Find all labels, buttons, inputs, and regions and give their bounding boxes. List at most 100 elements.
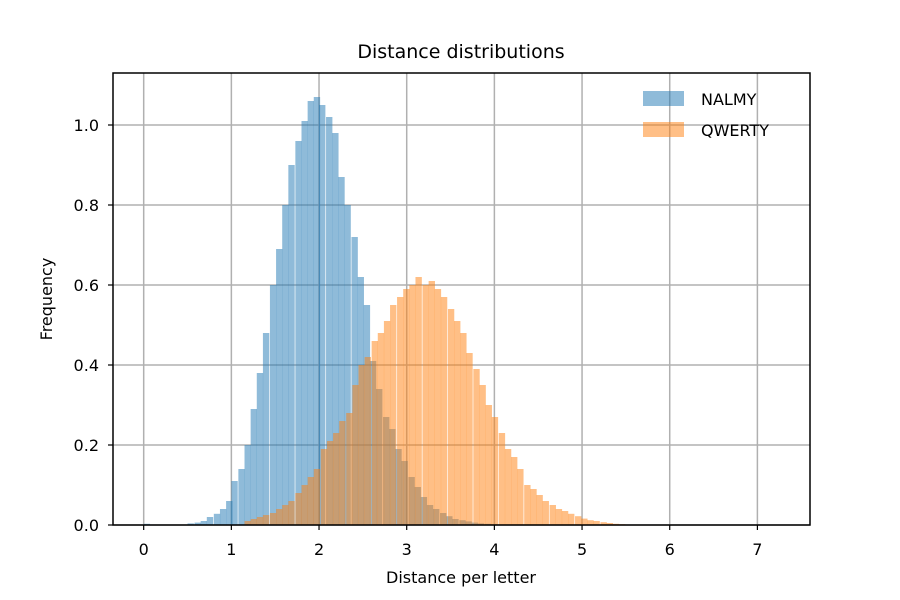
histogram-bar [244, 445, 251, 525]
histogram-bar [262, 515, 270, 525]
histogram-bar [364, 357, 371, 525]
histogram-bar [447, 309, 455, 525]
histogram-bar [333, 433, 340, 525]
histogram-bar [549, 505, 556, 525]
histogram-bar [269, 285, 277, 525]
histogram-bar [473, 369, 480, 525]
legend-label-qwerty: QWERTY [701, 121, 769, 140]
histogram-bar [256, 373, 264, 525]
histogram-bar [301, 121, 308, 525]
y-tick-label: 0.0 [74, 516, 99, 535]
histogram-bar [434, 289, 442, 525]
histogram-bar [326, 117, 333, 525]
histogram-bar [194, 522, 201, 525]
histogram-bar [371, 341, 378, 525]
axis-ticks: 0 1 2 3 4 5 6 7 0.0 0.2 0.4 0.6 0.8 1.0 [74, 116, 763, 559]
histogram-bar [517, 469, 524, 525]
histogram-bar [320, 449, 328, 525]
histogram-bar [338, 177, 345, 525]
histogram-bar [219, 509, 227, 525]
y-tick-label: 0.2 [74, 436, 99, 455]
histogram-bar [575, 516, 582, 525]
x-tick-label: 2 [314, 540, 324, 559]
histogram-bar [231, 481, 238, 525]
histogram-bar [269, 513, 277, 525]
histogram-bar [479, 385, 486, 525]
histogram-bar [485, 405, 492, 525]
histogram-bar [200, 521, 208, 525]
series-qwerty-bars [244, 277, 633, 525]
y-tick-label: 1.0 [74, 116, 99, 135]
histogram-bar [226, 501, 233, 525]
histogram-bar [587, 520, 594, 525]
histogram-bar [282, 205, 289, 525]
x-tick-label: 5 [577, 540, 587, 559]
histogram-bar [397, 297, 404, 525]
y-axis-label: Frequency [37, 258, 56, 341]
histogram-bar [555, 509, 563, 525]
y-tick-label: 0.6 [74, 276, 99, 295]
histogram-bar [352, 385, 359, 525]
histogram-bar [244, 521, 251, 525]
legend-swatch-qwerty [643, 122, 684, 137]
histogram-bar [307, 477, 314, 525]
histogram-bar [536, 495, 543, 525]
histogram-bar [377, 333, 385, 525]
histogram-bar [276, 249, 283, 525]
x-axis-label: Distance per letter [386, 568, 536, 587]
x-tick-label: 6 [665, 540, 675, 559]
histogram-bar [288, 501, 295, 525]
histogram-bar [542, 501, 549, 525]
histogram-bar [422, 285, 429, 525]
histogram-bars [143, 97, 633, 525]
y-tick-label: 0.8 [74, 196, 99, 215]
histogram-bar [511, 457, 518, 525]
histogram-bar [319, 105, 326, 525]
histogram-bar [250, 409, 258, 525]
histogram-bar [498, 433, 506, 525]
histogram-bar [403, 289, 410, 525]
histogram-bar [313, 469, 321, 525]
histogram-bar [491, 417, 499, 525]
histogram-bar [301, 485, 308, 525]
histogram-bar [206, 517, 214, 525]
histogram-bar [415, 277, 422, 525]
histogram-bar [282, 505, 289, 525]
histogram-bar [332, 133, 339, 525]
plot-frame [112, 72, 811, 526]
histogram-bar [187, 523, 194, 525]
histogram-bar [593, 521, 600, 525]
histogram-bar [358, 365, 365, 525]
histogram-bar [428, 281, 435, 525]
histogram-bar [295, 493, 302, 525]
histogram-bar [250, 519, 258, 525]
x-tick-label: 4 [489, 540, 499, 559]
legend: NALMY QWERTY [643, 90, 769, 140]
histogram-bar [561, 511, 569, 525]
histogram-bar [409, 285, 416, 525]
histogram-bar [600, 522, 607, 525]
histogram-bar [346, 413, 353, 525]
histogram-bar [581, 518, 588, 525]
x-tick-label: 3 [402, 540, 412, 559]
histogram-bar [288, 165, 295, 525]
histogram-bar [440, 297, 448, 525]
histogram-bar [276, 509, 283, 525]
histogram-bar [307, 101, 314, 525]
histogram-bar [460, 333, 467, 525]
chart-title: Distance distributions [357, 41, 564, 63]
histogram-bar [351, 237, 358, 525]
x-tick-label: 0 [139, 540, 149, 559]
histogram-bar [390, 305, 397, 525]
y-tick-label: 0.4 [74, 356, 99, 375]
legend-label-nalmy: NALMY [701, 90, 757, 109]
histogram-bar [344, 205, 351, 525]
histogram-bar [606, 523, 613, 525]
histogram-bar [466, 353, 473, 525]
histogram-bar [262, 333, 270, 525]
histogram-bar [504, 449, 512, 525]
x-tick-label: 1 [226, 540, 236, 559]
histogram-bar [454, 321, 461, 525]
histogram-bar [524, 485, 531, 525]
